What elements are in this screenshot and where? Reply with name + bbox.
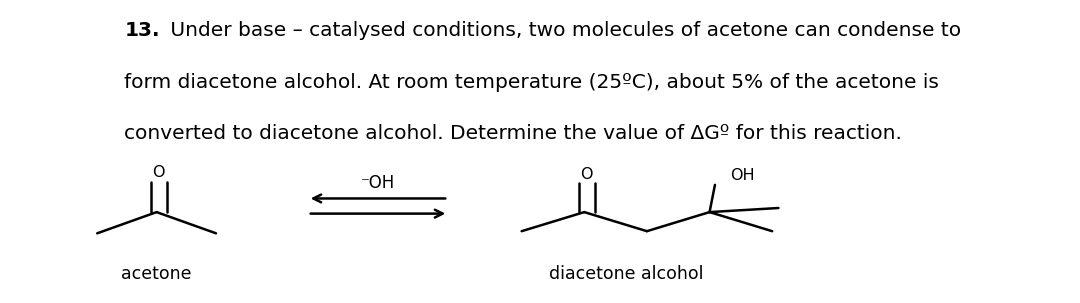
- Text: diacetone alcohol: diacetone alcohol: [549, 265, 704, 283]
- Text: acetone: acetone: [121, 265, 192, 283]
- Text: OH: OH: [730, 168, 754, 183]
- Text: ⁻OH: ⁻OH: [361, 175, 395, 192]
- Text: Under base – catalysed conditions, two molecules of acetone can condense to: Under base – catalysed conditions, two m…: [164, 21, 961, 40]
- Text: O: O: [580, 167, 593, 182]
- Text: 13.: 13.: [124, 21, 160, 40]
- Text: converted to diacetone alcohol. Determine the value of ΔGº for this reaction.: converted to diacetone alcohol. Determin…: [124, 124, 902, 143]
- Text: form diacetone alcohol. At room temperature (25ºC), about 5% of the acetone is: form diacetone alcohol. At room temperat…: [124, 73, 940, 92]
- Text: O: O: [152, 165, 165, 180]
